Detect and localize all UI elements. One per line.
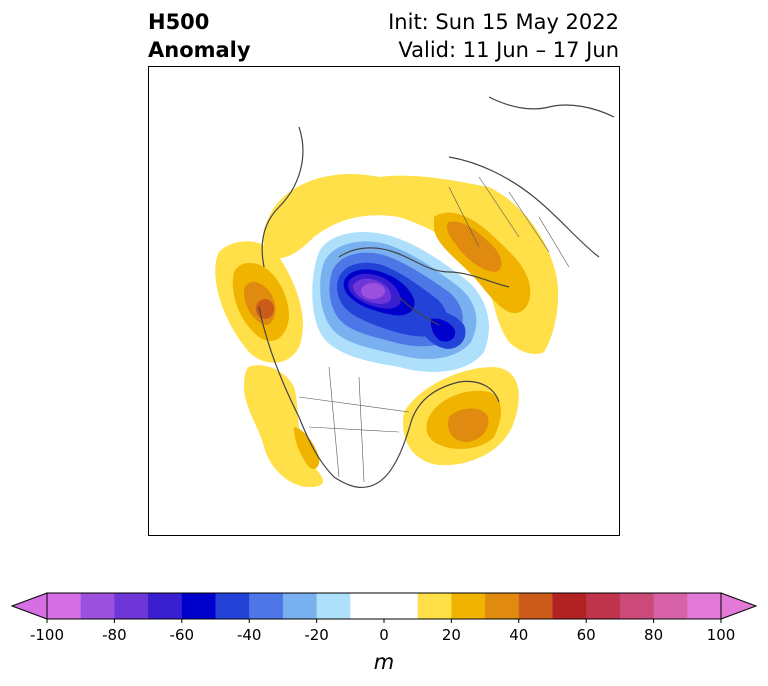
colorbar-unit: m <box>373 650 395 674</box>
title-variable: H500 <box>148 10 210 34</box>
colorbar-cell <box>619 593 655 619</box>
colorbar-cell <box>316 593 351 619</box>
map-panel <box>148 66 620 536</box>
colorbar-cells <box>47 593 722 619</box>
colorbar-cell <box>687 593 722 619</box>
colorbar-extend-high <box>720 592 758 620</box>
colorbar <box>10 592 758 623</box>
colorbar-cell <box>148 593 183 619</box>
colorbar-tick-label: 60 <box>576 626 596 644</box>
colorbar-tick-label: -60 <box>169 626 195 644</box>
coastlines <box>258 96 615 489</box>
colorbar-cell <box>552 593 587 619</box>
colorbar-cell <box>181 593 216 619</box>
colorbar-tick-label: -20 <box>304 626 329 644</box>
colorbar-cell <box>249 593 284 619</box>
colorbar-tick-label: -80 <box>102 626 127 644</box>
colorbar-cell <box>417 593 452 619</box>
title-anomaly: Anomaly <box>148 38 251 62</box>
colorbar-cell <box>451 593 486 619</box>
colorbar-extend-low <box>10 592 48 620</box>
anomaly-positive-arctic-ring <box>263 173 559 354</box>
colorbar-cell <box>215 593 250 619</box>
colorbar-tick-label: 100 <box>706 626 736 644</box>
valid-range: Valid: 11 Jun – 17 Jun <box>398 38 619 62</box>
colorbar-cell <box>114 593 149 619</box>
colorbar-cell <box>653 593 688 619</box>
anomaly-positive-nw-atlantic <box>403 367 519 466</box>
colorbar-cell <box>586 593 621 619</box>
colorbar-tick-label: -100 <box>29 626 65 644</box>
colorbar-cell <box>282 593 318 619</box>
country-borders <box>298 176 570 483</box>
colorbar-ticks <box>46 619 722 623</box>
init-date: Init: Sun 15 May 2022 <box>388 10 619 34</box>
anomaly-positive-ne-pacific <box>215 241 303 363</box>
chart-dates: Init: Sun 15 May 2022 Valid: 11 Jun – 17… <box>388 8 619 64</box>
colorbar-tick-label: 40 <box>509 626 529 644</box>
anomaly-positive-western-us <box>244 365 324 487</box>
chart-title: H500 Anomaly <box>148 8 251 64</box>
colorbar-tick-label: 80 <box>644 626 664 644</box>
colorbar-cell <box>80 593 115 619</box>
anomaly-negative-arctic <box>312 232 489 372</box>
colorbar-cell <box>485 593 520 619</box>
colorbar-tick-label: -40 <box>236 626 262 644</box>
colorbar-tick-label: 0 <box>379 626 389 644</box>
colorbar-cell <box>350 593 419 619</box>
anomaly-map <box>215 96 615 489</box>
colorbar-tick-label: 20 <box>441 626 461 644</box>
colorbar-cell <box>47 593 82 619</box>
colorbar-cell <box>518 593 553 619</box>
